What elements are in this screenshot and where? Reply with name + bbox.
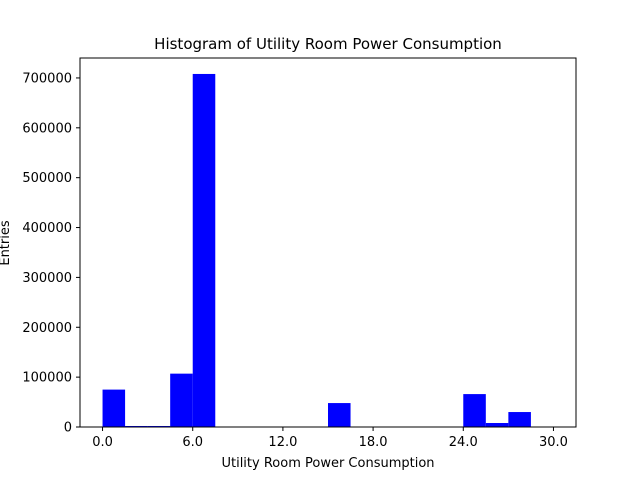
x-tick-label: 6.0 xyxy=(182,435,203,450)
y-tick-label: 200000 xyxy=(22,321,72,336)
histogram-bar-0 xyxy=(102,389,126,427)
histogram-bar-18 xyxy=(508,412,531,427)
histogram-bar-4 xyxy=(192,73,216,427)
x-tick-label: 30.0 xyxy=(539,435,568,450)
y-tick-label: 100000 xyxy=(22,371,72,386)
y-tick-label: 0 xyxy=(64,421,72,436)
histogram-bar-10 xyxy=(328,403,351,427)
y-axis-ticks: 0 100000 200000 300000 400000 500000 600000 700… xyxy=(22,71,80,436)
x-tick-label: 0.0 xyxy=(92,435,113,450)
y-tick-label: 400000 xyxy=(22,221,72,236)
histogram-bar-3 xyxy=(170,373,193,427)
chart-title: Histogram of Utility Room Power Consumpt… xyxy=(154,35,502,53)
bars-group xyxy=(102,73,531,427)
y-tick-label: 700000 xyxy=(22,71,72,86)
x-tick-label: 18.0 xyxy=(359,435,388,450)
histogram-bar-16 xyxy=(463,394,486,427)
histogram-bar-17 xyxy=(485,423,509,427)
x-tick-label: 24.0 xyxy=(449,435,478,450)
plot-frame xyxy=(79,57,577,428)
x-axis-label: Utility Room Power Consumption xyxy=(221,456,434,471)
y-tick-label: 500000 xyxy=(22,171,72,186)
y-tick-label: 600000 xyxy=(22,121,72,136)
y-axis-label: Entries xyxy=(0,220,13,266)
x-axis-ticks: 0.0 6.0 12.0 18.0 24.0 30.0 xyxy=(92,427,568,450)
y-tick-label: 300000 xyxy=(22,271,72,286)
x-tick-label: 12.0 xyxy=(268,435,297,450)
